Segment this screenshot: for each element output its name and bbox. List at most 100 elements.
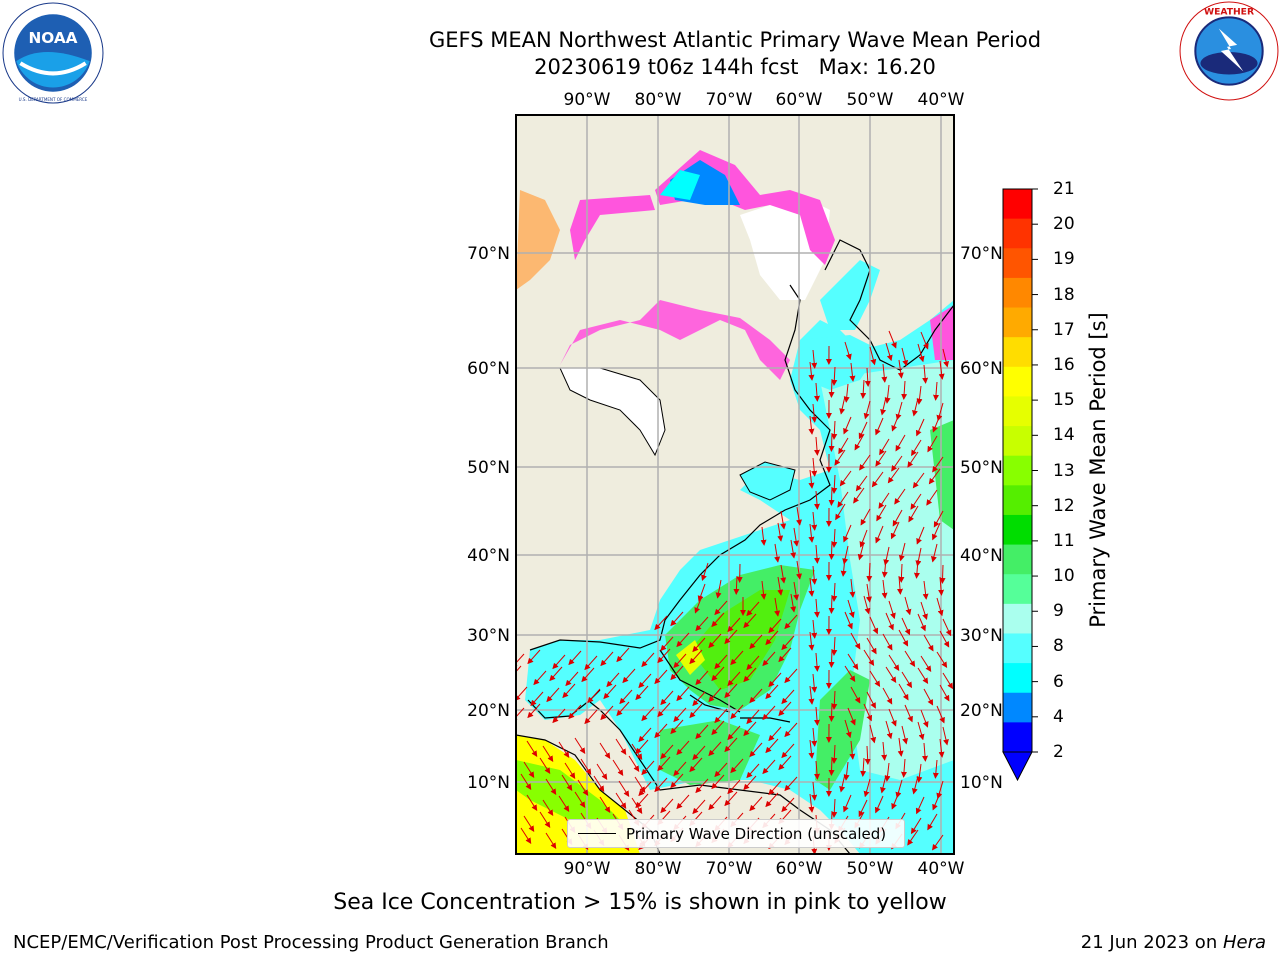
wave-direction-arrow [933,510,944,528]
wave-direction-arrow [654,615,668,631]
wave-direction-arrow [542,745,554,762]
wave-direction-arrow [901,671,913,689]
wave-direction-arrow [808,361,815,381]
colorbar-tick-label: 6 [1053,671,1064,692]
wave-direction-arrow [843,524,852,543]
wave-direction-arrow [628,755,640,772]
wave-direction-arrow [888,330,897,349]
wave-direction-arrow [600,705,614,721]
wave-direction-arrow [834,449,846,466]
wave-direction-arrow [898,542,906,562]
lat-tick-right: 60°N [960,359,1003,379]
colorbar-tick-label: 13 [1053,460,1075,481]
wave-direction-arrow [676,632,690,648]
colorbar-swatch [1003,574,1032,605]
wave-direction-arrow [890,521,900,540]
wave-direction-arrow [520,773,532,790]
wave-direction-arrow [904,704,913,723]
lon-tick-bottom: 50°W [847,859,894,879]
wave-direction-arrow [596,763,608,780]
wave-direction-arrow [796,506,802,526]
wave-direction-arrow [673,653,687,669]
wave-direction-arrow [901,725,909,745]
wave-direction-arrow [928,468,941,485]
wave-direction-arrow [808,685,815,705]
wave-direction-arrow [908,505,919,523]
wave-direction-arrow [762,651,776,667]
lat-tick-right: 70°N [960,244,1003,264]
wave-direction-arrow [711,720,725,736]
wave-direction-arrow [574,737,586,754]
wave-direction-arrow [897,359,904,379]
wave-direction-arrow [697,583,706,602]
wave-direction-arrow [885,720,893,740]
wave-direction-arrow [874,795,884,814]
wave-direction-arrow [670,665,684,681]
wave-direction-arrow [784,614,798,630]
wave-direction-arrow [714,654,728,670]
wave-direction-arrow [558,795,570,812]
wave-direction-arrow [760,526,767,546]
wave-direction-arrow [530,691,544,707]
wave-direction-arrow [854,433,865,451]
colorbar-swatch [1003,248,1032,279]
wave-direction-arrow [844,341,852,361]
wave-direction-arrow [743,775,757,791]
wave-direction-arrow [765,684,779,700]
greenland-coast-sea [820,260,880,330]
wave-direction-arrow [847,653,859,671]
colorbar-tick-label: 14 [1053,425,1075,446]
wave-direction-arrow [917,613,926,632]
legend-label: Primary Wave Direction (unscaled) [626,824,887,843]
hudson-ice-edge [560,300,790,380]
wave-direction-arrow [858,421,868,440]
wave-direction-arrow [542,799,554,816]
wave-direction-arrow [660,798,674,814]
wave-direction-arrow [888,654,900,672]
wave-direction-arrow [843,416,852,435]
wave-direction-arrow [837,491,849,508]
lon-tick-bottom: 70°W [706,859,753,879]
chart-subtitle: 20230619 t06z 144h fcst Max: 16.20 [534,55,936,79]
wave-direction-arrow [828,702,835,722]
wave-direction-arrow [901,380,908,400]
wave-direction-arrow [746,763,760,779]
wave-direction-arrow [942,726,949,746]
wave-direction-arrow [577,779,589,796]
wave-direction-arrow [863,703,873,722]
wave-direction-arrow [831,798,838,818]
wave-direction-arrow [922,364,929,384]
wave-direction-arrow [814,598,821,618]
wave-direction-arrow [871,471,884,488]
colorbar-swatch [1003,277,1032,309]
wave-direction-arrow [781,635,795,651]
colorbar-swatch [1003,692,1032,723]
wave-direction-arrow [673,707,687,723]
wave-direction-arrow [936,651,948,669]
wave-direction-arrow [859,529,868,548]
wave-direction-arrow [897,737,904,757]
wave-direction-arrow [727,725,741,741]
wave-direction-arrow [900,758,907,778]
wave-direction-arrow [866,691,876,709]
wave-direction-arrow [781,743,795,759]
wave-direction-arrow [599,796,611,813]
wave-direction-arrow [760,580,767,600]
wave-direction-arrow [618,780,630,797]
wave-direction-arrow [923,688,934,706]
wave-direction-arrow [866,637,877,655]
lon-tick-bottom: 90°W [564,859,611,879]
gulf-st-lawrence [739,461,796,501]
wave-direction-arrow [516,665,522,673]
wave-direction-arrow [927,813,938,831]
wave-direction-arrow [743,721,757,737]
wave-direction-arrow [539,811,551,828]
wave-direction-arrow [784,722,798,738]
colorbar-tick-label: 21 [1053,179,1075,199]
wave-direction-arrow [932,834,944,851]
wave-direction-arrow [730,758,744,774]
wave-direction-arrow [749,688,763,704]
wave-direction-arrow [932,759,939,779]
wave-direction-arrow [869,346,877,366]
wave-direction-arrow [638,781,652,797]
